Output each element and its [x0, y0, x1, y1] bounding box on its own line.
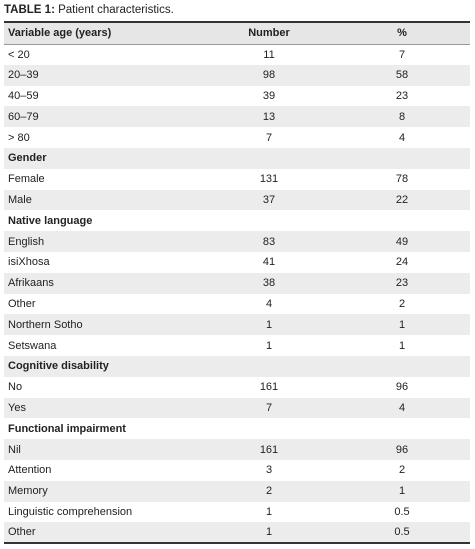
cell-value: 7: [398, 48, 406, 61]
table-row: 40–59 39 23: [4, 86, 470, 107]
section-header: Gender: [4, 147, 470, 169]
row-label: Northern Sotho: [4, 314, 204, 336]
row-label: < 20: [8, 48, 30, 61]
cell-value: 58: [334, 64, 470, 86]
table-row: English 83 49: [4, 231, 470, 252]
caption-label: TABLE 1:: [4, 4, 55, 16]
table-row: Linguistic comprehension 1 0.5: [4, 502, 470, 523]
cell-value: 3: [265, 464, 273, 477]
table-row: isiXhosa 41 24: [4, 252, 470, 273]
cell-value: 1: [334, 314, 470, 336]
cell-value: 1: [334, 480, 470, 502]
row-label: 60–79: [4, 106, 204, 128]
row-label: > 80: [8, 131, 30, 144]
cell-value: 2: [398, 464, 406, 477]
table-row: Memory 2 1: [4, 480, 470, 502]
cell-value: 1: [265, 505, 273, 518]
row-label: Yes: [4, 397, 204, 419]
table-row: Other 1 0.5: [4, 522, 470, 544]
cell-value: 1: [265, 339, 273, 352]
column-header: %: [334, 22, 470, 45]
cell-value: 2: [204, 480, 334, 502]
cell-value: 131: [259, 173, 279, 186]
table-row: Functional impairment: [4, 418, 470, 439]
cell-value: 41: [262, 256, 276, 269]
cell-value: 0.5: [394, 505, 410, 518]
table-row: Cognitive disability: [4, 355, 470, 377]
cell-value: 78: [395, 173, 409, 186]
cell-value: 11: [263, 48, 275, 61]
table-row: Male 37 22: [4, 189, 470, 211]
row-label: English: [4, 231, 204, 252]
cell-value: 23: [334, 272, 470, 294]
cell-value: 96: [395, 381, 409, 394]
cell-value: 49: [334, 231, 470, 252]
cell-value: 98: [204, 64, 334, 86]
table-row: Attention 3 2: [4, 460, 470, 481]
cell-value: 23: [395, 89, 409, 102]
column-header: Number: [204, 22, 334, 45]
cell-value: 7: [204, 397, 334, 419]
row-label: Nil: [4, 439, 204, 460]
section-header: Native language: [8, 214, 93, 227]
table-row: Yes 7 4: [4, 397, 470, 419]
row-label: 40–59: [8, 89, 39, 102]
table-caption: TABLE 1: Patient characteristics.: [4, 4, 174, 16]
row-label: isiXhosa: [8, 256, 50, 269]
cell-value: 38: [204, 272, 334, 294]
row-label: Memory: [4, 480, 204, 502]
row-label: Other: [4, 522, 204, 544]
row-label: No: [8, 381, 23, 394]
section-header: Functional impairment: [8, 422, 126, 435]
cell-value: 161: [204, 439, 334, 460]
row-label: Linguistic comprehension: [8, 505, 133, 518]
table-row: Northern Sotho 1 1: [4, 314, 470, 336]
header-row: Variable age (years) Number%: [4, 22, 470, 45]
cell-value: 22: [334, 189, 470, 211]
row-label: Other: [8, 297, 36, 310]
cell-value: 4: [334, 397, 470, 419]
cell-value: 161: [259, 381, 279, 394]
table-row: < 20 11 7: [4, 44, 470, 65]
cell-value: 83: [204, 231, 334, 252]
caption-text: Patient characteristics.: [58, 4, 174, 16]
cell-value: 2: [398, 297, 406, 310]
table-row: Other 4 2: [4, 294, 470, 315]
row-label: Setswana: [8, 339, 57, 352]
cell-value: 13: [204, 106, 334, 128]
table: Variable age (years) Number% < 20 11 7 20–39…: [4, 21, 470, 545]
cell-value: 8: [334, 106, 470, 128]
row-label: Afrikaans: [4, 272, 204, 294]
cell-value: 37: [204, 189, 334, 211]
table-row: Native language: [4, 210, 470, 231]
row-label: 20–39: [4, 64, 204, 86]
row-label: Female: [8, 173, 45, 186]
section-header: Cognitive disability: [4, 355, 470, 377]
cell-value: 24: [395, 256, 409, 269]
table-row: Afrikaans 38 23: [4, 272, 470, 294]
table-row: Female 131 78: [4, 169, 470, 190]
cell-value: 0.5: [334, 522, 470, 544]
cell-value: 39: [262, 89, 276, 102]
table-row: 20–39 98 58: [4, 64, 470, 86]
cell-value: 4: [265, 297, 273, 310]
table-body: < 20 11 7 20–39 98 58 40–59 39 23 60–79 13 8 > 80 7 4 G…: [4, 44, 470, 544]
cell-value: 96: [334, 439, 470, 460]
cell-value: 1: [398, 339, 406, 352]
cell-value: 1: [204, 314, 334, 336]
table-row: Nil 161 96: [4, 439, 470, 460]
cell-value: 1: [204, 522, 334, 544]
column-header: Variable age (years): [4, 22, 204, 45]
table-row: Setswana 1 1: [4, 335, 470, 356]
cell-value: 7: [265, 131, 273, 144]
table-row: > 80 7 4: [4, 127, 470, 148]
table-row: Gender: [4, 147, 470, 169]
row-label: Attention: [8, 464, 52, 477]
cell-value: 4: [398, 131, 406, 144]
table-row: No 161 96: [4, 377, 470, 398]
row-label: Male: [4, 189, 204, 211]
table-row: 60–79 13 8: [4, 106, 470, 128]
